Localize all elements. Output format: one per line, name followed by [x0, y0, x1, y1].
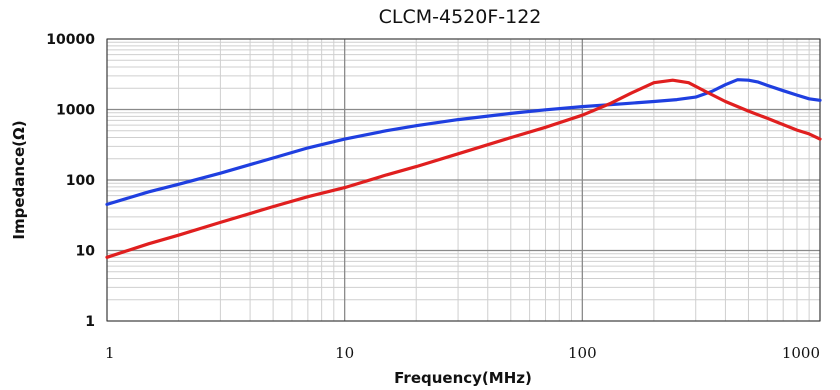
y-tick-label: 10000 — [46, 32, 95, 48]
plot-frame — [106, 38, 821, 322]
series-line-1 — [105, 78, 822, 206]
y-tick-labels: 1 10 100 1000 10000 — [46, 32, 95, 330]
y-axis-label: Impedance(Ω) — [10, 120, 28, 239]
series-line-2 — [105, 78, 822, 259]
x-tick-label: 10 — [335, 344, 354, 362]
x-tick-label: 1 — [105, 344, 115, 362]
y-tick-label: 100 — [66, 173, 95, 189]
x-tick-label: 100 — [568, 344, 597, 362]
x-axis-label: Frequency(MHz) — [394, 369, 532, 387]
y-tick-label: 1 — [85, 314, 95, 330]
x-tick-labels: 1 10 100 1000 — [105, 344, 820, 362]
y-tick-label: 10 — [76, 244, 96, 260]
y-tick-label: 1000 — [56, 103, 95, 119]
x-tick-label: 1000 — [782, 344, 820, 362]
series-layer — [105, 78, 822, 259]
chart-title: CLCM-4520F-122 — [379, 6, 542, 28]
